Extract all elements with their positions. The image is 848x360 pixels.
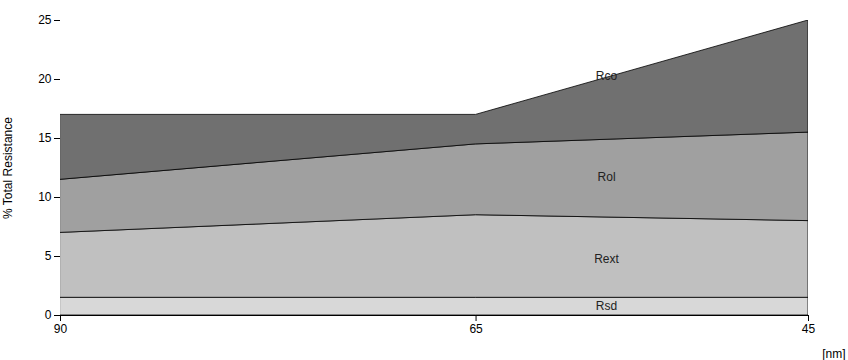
svg-text:20: 20 xyxy=(38,72,52,86)
svg-text:Rsd: Rsd xyxy=(596,299,617,313)
svg-text:% Total Resistance: % Total Resistance xyxy=(1,117,15,219)
svg-text:Rco: Rco xyxy=(596,69,618,83)
svg-text:10: 10 xyxy=(38,190,52,204)
svg-text:25: 25 xyxy=(38,13,52,27)
svg-text:90: 90 xyxy=(54,322,68,336)
svg-text:15: 15 xyxy=(38,131,52,145)
svg-text:5: 5 xyxy=(45,249,52,263)
svg-text:Rext: Rext xyxy=(594,252,619,266)
svg-text:65: 65 xyxy=(469,322,483,336)
svg-text:Rol: Rol xyxy=(598,170,616,184)
svg-text:45: 45 xyxy=(802,322,816,336)
svg-text:0: 0 xyxy=(45,308,52,322)
svg-text:[nm]: [nm] xyxy=(822,347,845,360)
